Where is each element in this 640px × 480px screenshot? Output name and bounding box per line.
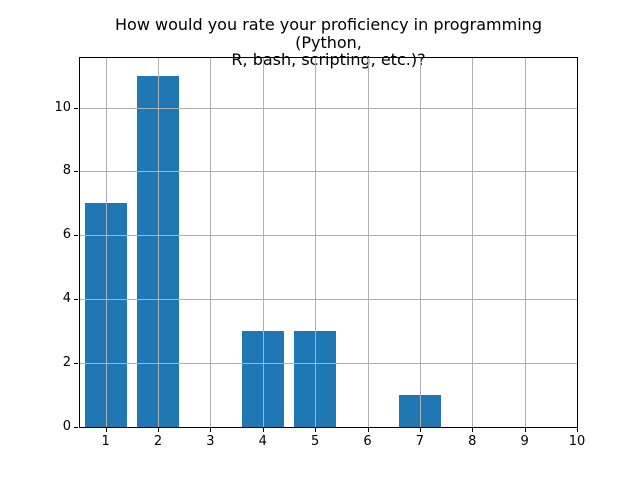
grid-line-vertical (262, 58, 264, 427)
x-tick-label: 7 (415, 434, 425, 449)
grid-line-vertical (419, 58, 421, 427)
grid-line-vertical (210, 58, 212, 427)
grid-line-vertical (524, 58, 526, 427)
x-tick (315, 428, 317, 432)
x-tick-label: 3 (206, 434, 215, 449)
y-tick-label: 2 (62, 355, 71, 371)
bar (241, 331, 284, 427)
chart-title-line-1: How would you rate your proficiency in p… (115, 15, 542, 52)
grid-line-horizontal (80, 299, 577, 301)
x-tick-label: 10 (568, 434, 586, 449)
chart-title: How would you rate your proficiency in p… (80, 16, 577, 69)
x-tick (210, 428, 212, 432)
x-tick (472, 428, 474, 432)
bar (84, 203, 127, 427)
x-tick (262, 428, 264, 432)
y-tick-label: 6 (62, 227, 71, 243)
grid-line-horizontal (80, 171, 577, 173)
x-tick-label: 4 (258, 434, 267, 449)
x-tick (367, 428, 369, 432)
y-tick-label: 4 (62, 291, 71, 307)
x-tick-label: 2 (153, 434, 163, 449)
y-tick (74, 235, 78, 237)
x-tick (577, 428, 578, 432)
x-tick-label: 8 (468, 434, 477, 449)
grid-line-horizontal (80, 107, 577, 109)
x-tick-label: 9 (520, 434, 529, 449)
y-tick-label: 8 (62, 163, 71, 179)
x-tick (524, 428, 526, 432)
y-tick-label: 0 (62, 419, 71, 434)
x-tick (105, 428, 107, 432)
grid-line-vertical (158, 58, 159, 427)
x-tick-label: 1 (101, 434, 110, 449)
grid-line-vertical (105, 58, 107, 427)
grid-line-vertical (315, 58, 317, 427)
x-tick-label: 5 (310, 434, 320, 449)
x-tick-label: 6 (363, 434, 372, 449)
y-tick-label: 10 (54, 99, 71, 115)
y-tick (74, 299, 78, 301)
grid-line-horizontal (80, 363, 577, 365)
x-tick (158, 428, 159, 432)
chart-title-line-2: R, bash, scripting, etc.)? (231, 50, 426, 69)
y-tick (74, 107, 78, 109)
y-tick (74, 171, 78, 173)
y-tick (74, 427, 78, 428)
grid-line-vertical (367, 58, 369, 427)
y-tick (74, 363, 78, 365)
x-tick (419, 428, 421, 432)
grid-line-vertical (577, 58, 578, 427)
grid-line-vertical (472, 58, 474, 427)
bar (398, 395, 441, 427)
grid-line-horizontal (80, 235, 577, 237)
